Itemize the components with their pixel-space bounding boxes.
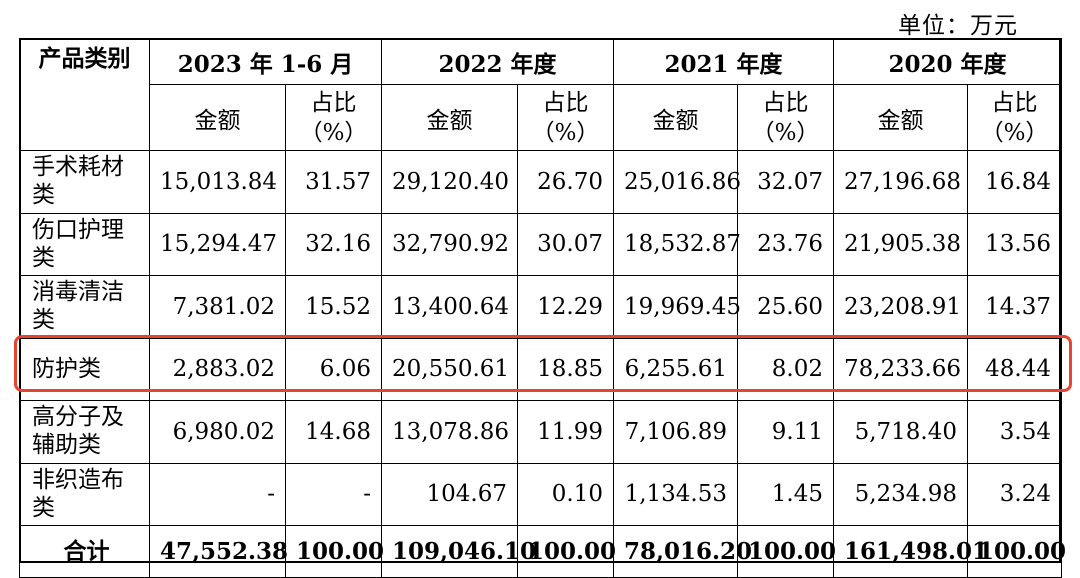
table-row: 非织造布类 - - 104.67 0.10 1,134.53 1.45 5,23… bbox=[19, 462, 1062, 526]
cell-value: 31.57 bbox=[285, 150, 382, 214]
cell-value: 32,790.92 bbox=[381, 212, 518, 276]
cell-value: 18,532.87 bbox=[613, 212, 741, 276]
cell-value: 0.10 bbox=[517, 462, 614, 526]
header-amount: 金额 bbox=[381, 84, 518, 151]
cell-value: 9.11 bbox=[737, 400, 834, 464]
cell-value: 21,905.38 bbox=[833, 212, 968, 276]
cell-value: 6.06 bbox=[285, 337, 382, 401]
total-value: 47,552.38 bbox=[149, 525, 288, 578]
header-period: 2021 年度 bbox=[613, 38, 834, 85]
cell-value: 48.44 bbox=[967, 337, 1062, 401]
cell-value: 15.52 bbox=[285, 275, 382, 339]
cell-value: 32.07 bbox=[737, 150, 834, 214]
cell-value: 23,208.91 bbox=[833, 275, 968, 339]
cell-value: 6,255.61 bbox=[613, 337, 738, 401]
cell-value: 15,013.84 bbox=[149, 150, 286, 214]
cell-value: 25,016.86 bbox=[613, 150, 741, 214]
header-row-periods: 产品类别 2023 年 1-6 月 2022 年度 2021 年度 2020 年… bbox=[19, 38, 1062, 151]
total-value: 100.00 bbox=[967, 525, 1066, 578]
cell-value: - bbox=[149, 462, 286, 526]
product-revenue-table: 产品类别 2023 年 1-6 月 2022 年度 2021 年度 2020 年… bbox=[19, 38, 1066, 578]
cell-value: 7,381.02 bbox=[149, 275, 286, 339]
cell-value: 1.45 bbox=[737, 462, 834, 526]
cell-value: 32.16 bbox=[285, 212, 382, 276]
header-ratio: 占比 （%） bbox=[517, 84, 614, 151]
total-value: 100.00 bbox=[517, 525, 616, 578]
row-category: 非织造布类 bbox=[19, 462, 150, 526]
header-period: 2023 年 1-6 月 bbox=[149, 38, 382, 85]
cell-value: 8.02 bbox=[737, 337, 834, 401]
header-amount: 金额 bbox=[613, 84, 738, 151]
total-value: 109,046.10 bbox=[381, 525, 536, 578]
cell-value: 2,883.02 bbox=[149, 337, 286, 401]
row-category: 高分子及辅助类 bbox=[19, 400, 150, 464]
cell-value: 26.70 bbox=[517, 150, 614, 214]
cell-value: 104.67 bbox=[381, 462, 518, 526]
total-row: 合计 47,552.38 100.00 109,046.10 100.00 78… bbox=[19, 525, 1066, 578]
cell-value: 30.07 bbox=[517, 212, 614, 276]
header-amount: 金额 bbox=[833, 84, 968, 151]
cell-value: 29,120.40 bbox=[381, 150, 518, 214]
cell-value: 13.56 bbox=[967, 212, 1062, 276]
cell-value: 7,106.89 bbox=[613, 400, 738, 464]
cell-value: - bbox=[285, 462, 382, 526]
total-value: 161,498.01 bbox=[833, 525, 988, 578]
row-category: 手术耗材类 bbox=[19, 150, 150, 214]
cell-value: 19,969.45 bbox=[613, 275, 741, 339]
header-amount: 金额 bbox=[149, 84, 286, 151]
cell-value: 25.60 bbox=[737, 275, 834, 339]
cell-value: 5,234.98 bbox=[833, 462, 968, 526]
row-category: 消毒清洁类 bbox=[19, 275, 150, 339]
cell-value: 12.29 bbox=[517, 275, 614, 339]
cell-value: 15,294.47 bbox=[149, 212, 286, 276]
cell-value: 13,400.64 bbox=[381, 275, 518, 339]
table-row: 伤口护理类 15,294.47 32.16 32,790.92 30.07 18… bbox=[19, 212, 1062, 276]
cell-value: 11.99 bbox=[517, 400, 614, 464]
header-ratio: 占比 （%） bbox=[737, 84, 834, 151]
cell-value: 14.37 bbox=[967, 275, 1062, 339]
total-label: 合计 bbox=[19, 525, 150, 578]
cell-value: 18.85 bbox=[517, 337, 614, 401]
cell-value: 13,078.86 bbox=[381, 400, 518, 464]
header-ratio: 占比 （%） bbox=[285, 84, 382, 151]
row-category: 防护类 bbox=[19, 337, 150, 401]
cell-value: 6,980.02 bbox=[149, 400, 286, 464]
table-row: 高分子及辅助类 6,980.02 14.68 13,078.86 11.99 7… bbox=[19, 400, 1062, 464]
total-value: 100.00 bbox=[285, 525, 384, 578]
cell-value: 27,196.68 bbox=[833, 150, 968, 214]
row-category: 伤口护理类 bbox=[19, 212, 150, 276]
cell-value: 16.84 bbox=[967, 150, 1062, 214]
total-value: 78,016.20 bbox=[613, 525, 752, 578]
cell-value: 3.54 bbox=[967, 400, 1062, 464]
header-ratio: 占比 （%） bbox=[967, 84, 1062, 151]
cell-value: 20,550.61 bbox=[381, 337, 518, 401]
cell-value: 1,134.53 bbox=[613, 462, 738, 526]
cell-value: 3.24 bbox=[967, 462, 1062, 526]
header-category: 产品类别 bbox=[19, 38, 150, 151]
table-row: 消毒清洁类 7,381.02 15.52 13,400.64 12.29 19,… bbox=[19, 275, 1062, 339]
unit-label: 单位：万元 bbox=[898, 13, 1018, 39]
cell-value: 23.76 bbox=[737, 212, 834, 276]
header-period: 2022 年度 bbox=[381, 38, 614, 85]
total-value: 100.00 bbox=[737, 525, 836, 578]
cell-value: 5,718.40 bbox=[833, 400, 968, 464]
cell-value: 14.68 bbox=[285, 400, 382, 464]
header-period: 2020 年度 bbox=[833, 38, 1062, 85]
table-row: 手术耗材类 15,013.84 31.57 29,120.40 26.70 25… bbox=[19, 150, 1062, 214]
cell-value: 78,233.66 bbox=[833, 337, 968, 401]
table-row-highlighted: 防护类 2,883.02 6.06 20,550.61 18.85 6,255.… bbox=[19, 337, 1062, 401]
header-row-metrics: 金额 占比 （%） 金额 占比 （%） 金额 占比 （%） 金额 占比 （%） bbox=[20, 84, 1062, 151]
